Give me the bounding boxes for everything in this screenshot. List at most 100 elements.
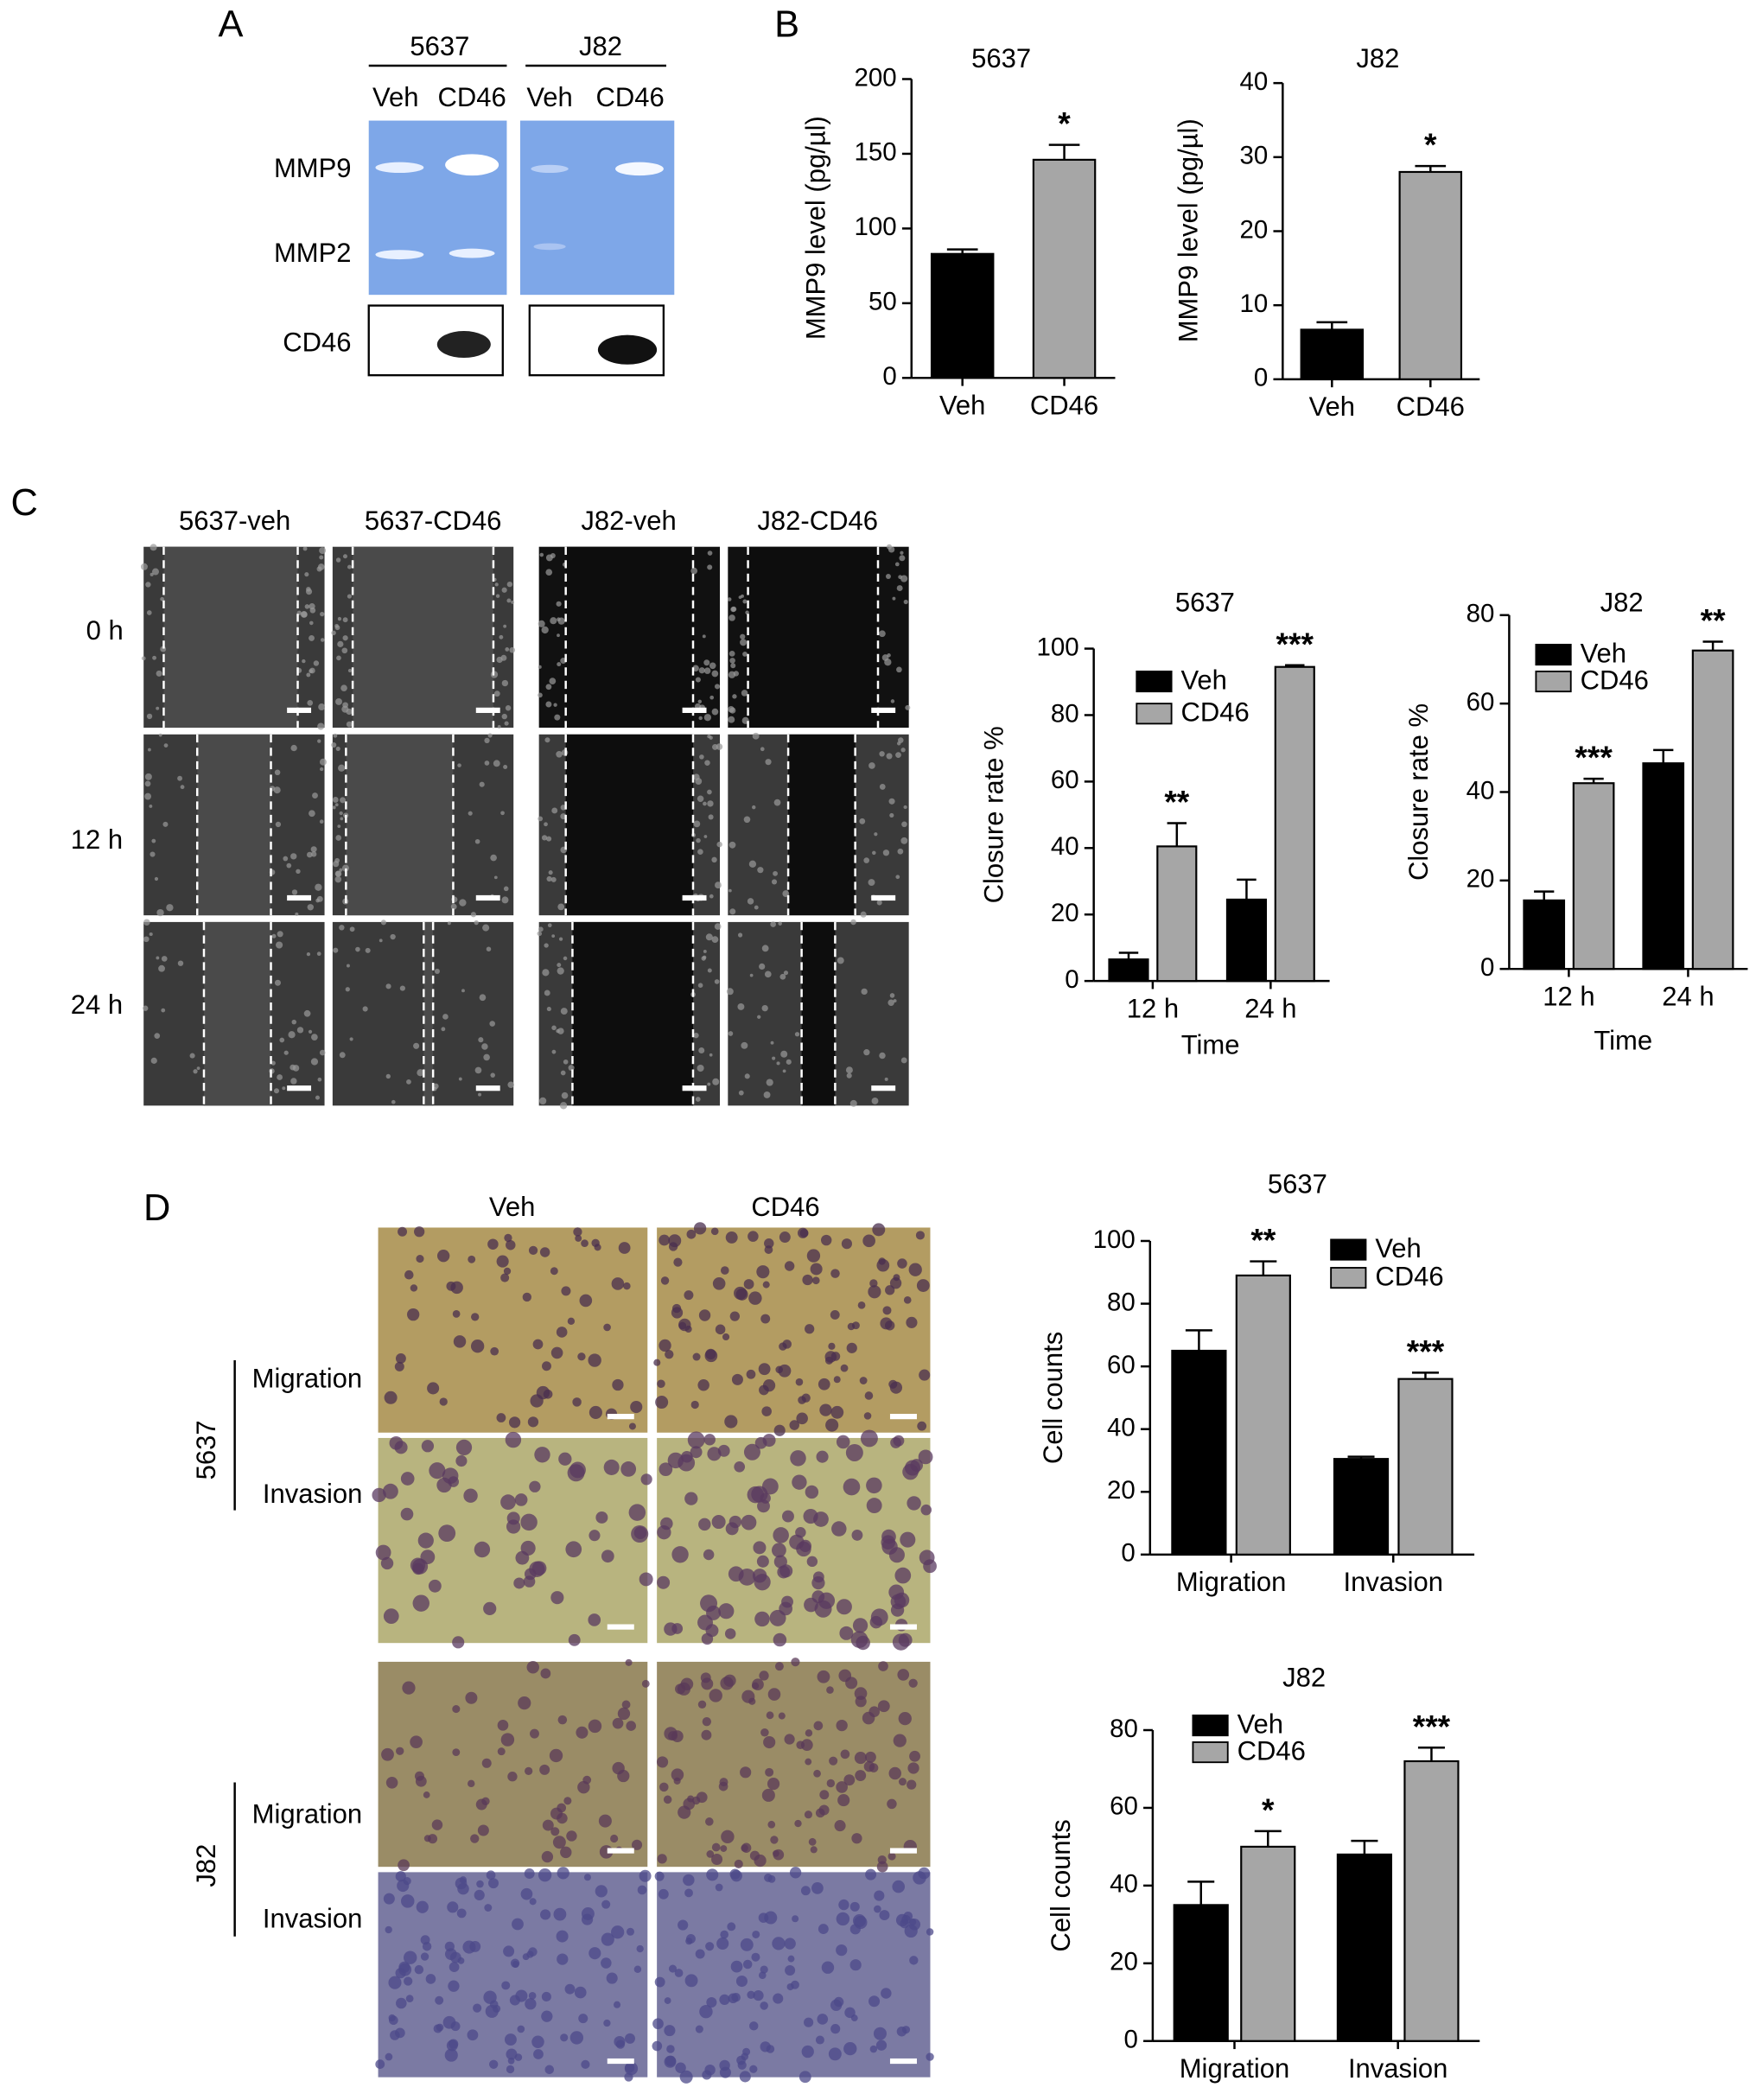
cell <box>538 620 545 627</box>
cell <box>702 634 706 639</box>
cell <box>493 875 498 880</box>
stained-cell <box>433 2024 442 2033</box>
stained-cell <box>790 1450 806 1467</box>
scale-bar <box>889 1414 917 1420</box>
assay-label: Invasion <box>263 1903 362 1933</box>
cell <box>154 1033 161 1039</box>
stained-cell <box>385 1777 398 1789</box>
cell <box>493 760 500 767</box>
cell <box>738 1090 744 1096</box>
cell <box>347 594 352 599</box>
cell <box>319 555 324 560</box>
cell <box>696 837 701 843</box>
y-tick-label: 20 <box>1239 215 1268 244</box>
cell <box>557 662 562 667</box>
cell <box>338 764 346 772</box>
cell <box>874 832 878 837</box>
cell <box>355 946 360 952</box>
stained-cell <box>668 1242 678 1251</box>
stained-cell <box>739 2071 751 2083</box>
cell <box>315 883 322 891</box>
stained-cell <box>601 1932 614 1946</box>
stained-cell <box>829 1756 838 1766</box>
stained-cell <box>427 1382 440 1395</box>
stained-cell <box>799 1228 809 1238</box>
cell <box>273 1088 280 1094</box>
stained-cell <box>730 1960 743 1973</box>
cell <box>302 659 306 664</box>
stained-cell <box>422 1942 432 1951</box>
stained-cell <box>556 1327 568 1338</box>
cell <box>300 611 308 618</box>
cell <box>782 1069 786 1073</box>
cell <box>868 879 875 887</box>
stained-cell <box>656 1756 669 1768</box>
cell <box>320 638 325 642</box>
stained-cell <box>882 1306 892 1315</box>
stained-cell <box>581 2059 590 2069</box>
stained-cell <box>877 1700 890 1713</box>
stained-cell <box>686 1229 697 1239</box>
stained-cell <box>631 1839 643 1850</box>
cell <box>551 934 556 939</box>
stained-cell <box>834 1820 846 1832</box>
legend-swatch <box>1136 670 1173 693</box>
cell <box>697 983 703 989</box>
cell <box>707 800 714 807</box>
cell <box>311 851 317 857</box>
significance: *** <box>1575 739 1613 775</box>
stained-cell <box>490 1346 499 1356</box>
cell <box>558 937 563 941</box>
cell <box>761 1004 768 1012</box>
cell <box>703 801 707 806</box>
stained-cell <box>806 1249 821 1263</box>
legend-swatch <box>1330 1238 1367 1261</box>
stained-cell <box>581 1239 589 1248</box>
stained-cell <box>701 1729 712 1740</box>
stained-cell <box>795 1378 804 1386</box>
bar <box>1333 1458 1390 1556</box>
cell <box>741 1041 748 1049</box>
band <box>445 154 499 176</box>
stained-cell <box>612 1378 624 1391</box>
cell <box>450 903 457 910</box>
stained-cell <box>541 1850 554 1863</box>
stained-cell <box>668 1964 678 1973</box>
stained-cell <box>888 1852 896 1861</box>
stained-cell <box>888 1379 898 1389</box>
gel-cell-line: J82 <box>579 31 622 61</box>
x-tick-label: CD46 <box>1397 391 1465 422</box>
cell <box>711 936 719 944</box>
cell <box>478 1092 482 1097</box>
x-tick-label: Migration <box>1176 1567 1286 1597</box>
stained-cell <box>764 1238 774 1249</box>
cell <box>459 899 467 907</box>
legend-label: Veh <box>1581 638 1626 668</box>
stained-cell <box>564 1983 576 1995</box>
stained-cell <box>400 1472 415 1486</box>
legend-label: CD46 <box>1581 665 1649 696</box>
stained-cell <box>706 1850 715 1858</box>
stained-cell <box>507 1772 518 1782</box>
stained-cell <box>798 2071 811 2084</box>
scale-bar <box>682 894 707 901</box>
cell <box>741 690 748 697</box>
stained-cell <box>530 1394 544 1408</box>
stained-cell <box>496 1413 506 1422</box>
cell <box>697 699 703 704</box>
cell <box>778 921 782 926</box>
legend-label: Veh <box>1237 1709 1283 1740</box>
cell <box>490 1072 495 1078</box>
cell <box>331 630 336 636</box>
cell <box>556 1028 560 1034</box>
bar <box>1171 1349 1227 1556</box>
cell <box>900 575 908 582</box>
stained-cell <box>773 1424 786 1436</box>
stained-cell <box>758 1363 771 1376</box>
stained-cell <box>818 1924 829 1934</box>
cell <box>730 663 736 669</box>
stained-cell <box>813 1721 824 1731</box>
cell <box>156 706 160 710</box>
stained-cell <box>787 1955 795 1963</box>
cell <box>551 1025 557 1031</box>
